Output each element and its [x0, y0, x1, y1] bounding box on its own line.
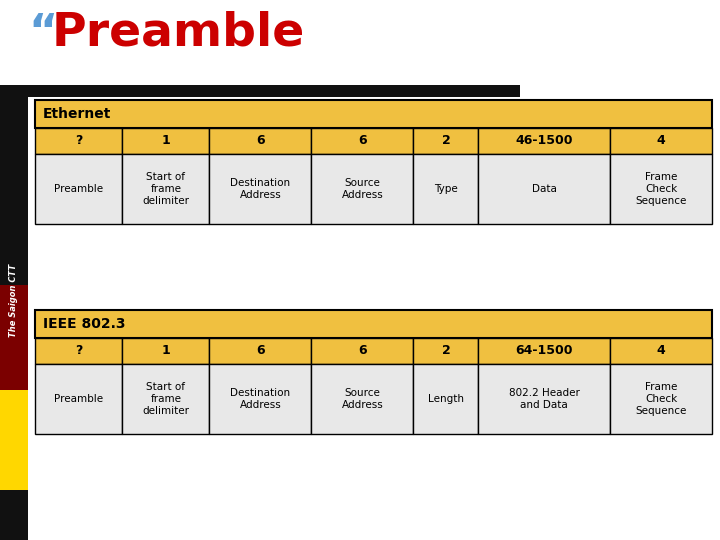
Bar: [210, 364, 312, 434]
Text: 6: 6: [256, 345, 265, 357]
Bar: [122, 128, 210, 154]
Bar: [0, 390, 28, 490]
Text: 1: 1: [161, 134, 170, 147]
Bar: [610, 154, 712, 224]
Bar: [35, 100, 712, 128]
Bar: [479, 128, 610, 154]
Text: 6: 6: [358, 345, 366, 357]
Text: Frame
Check
Sequence: Frame Check Sequence: [635, 382, 687, 416]
Bar: [312, 128, 413, 154]
Text: Start of
frame
delimiter: Start of frame delimiter: [143, 172, 189, 206]
Text: IEEE 802.3: IEEE 802.3: [43, 317, 125, 331]
Bar: [122, 154, 210, 224]
Bar: [610, 338, 712, 364]
Text: Source
Address: Source Address: [341, 178, 383, 200]
Text: 802.2 Header
and Data: 802.2 Header and Data: [509, 388, 580, 410]
Text: “: “: [28, 12, 58, 55]
Bar: [35, 128, 122, 154]
Bar: [479, 338, 610, 364]
Bar: [122, 338, 210, 364]
Text: 2: 2: [441, 134, 450, 147]
Bar: [479, 364, 610, 434]
Bar: [312, 338, 413, 364]
Bar: [413, 338, 479, 364]
Bar: [210, 338, 312, 364]
Bar: [35, 310, 712, 338]
Bar: [210, 154, 312, 224]
Text: Destination
Address: Destination Address: [230, 178, 290, 200]
Text: 4: 4: [657, 345, 665, 357]
Bar: [610, 364, 712, 434]
Text: Preamble: Preamble: [52, 10, 305, 55]
Text: 6: 6: [358, 134, 366, 147]
Bar: [0, 85, 28, 540]
Bar: [122, 364, 210, 434]
Text: Frame
Check
Sequence: Frame Check Sequence: [635, 172, 687, 206]
Text: ?: ?: [75, 345, 82, 357]
Bar: [479, 154, 610, 224]
Text: 2: 2: [441, 345, 450, 357]
Text: Source
Address: Source Address: [341, 388, 383, 410]
Bar: [312, 154, 413, 224]
Bar: [413, 128, 479, 154]
Bar: [0, 285, 28, 390]
Bar: [28, 85, 520, 97]
Text: Data: Data: [532, 184, 557, 194]
Bar: [610, 128, 712, 154]
Text: 46-1500: 46-1500: [516, 134, 573, 147]
Text: Destination
Address: Destination Address: [230, 388, 290, 410]
Text: Type: Type: [434, 184, 458, 194]
Bar: [35, 364, 122, 434]
Text: Length: Length: [428, 394, 464, 404]
Text: 64-1500: 64-1500: [516, 345, 573, 357]
Bar: [35, 154, 122, 224]
Bar: [35, 338, 122, 364]
Text: Start of
frame
delimiter: Start of frame delimiter: [143, 382, 189, 416]
Text: 4: 4: [657, 134, 665, 147]
Text: 6: 6: [256, 134, 265, 147]
Bar: [312, 364, 413, 434]
Bar: [210, 128, 312, 154]
Text: Preamble: Preamble: [54, 184, 103, 194]
Text: Ethernet: Ethernet: [43, 107, 112, 121]
Text: The Saigon CTT: The Saigon CTT: [9, 264, 19, 336]
Text: 1: 1: [161, 345, 170, 357]
Bar: [413, 364, 479, 434]
Bar: [413, 154, 479, 224]
Text: Preamble: Preamble: [54, 394, 103, 404]
Text: ?: ?: [75, 134, 82, 147]
